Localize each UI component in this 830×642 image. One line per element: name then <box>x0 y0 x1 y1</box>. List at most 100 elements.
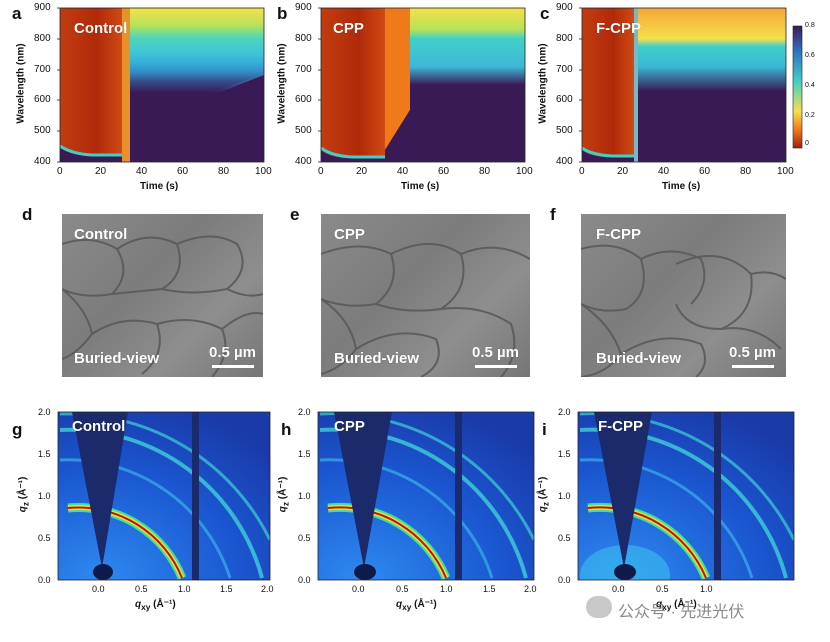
ytick: 2.0 <box>298 407 311 417</box>
ytick: 400 <box>556 156 573 167</box>
ytick: 0.5 <box>558 533 571 543</box>
heatmap-a <box>59 7 265 163</box>
ytick: 1.5 <box>38 449 51 459</box>
xtick: 0.5 <box>135 584 148 594</box>
xtick: 2.0 <box>524 584 537 594</box>
sem-f-scale-label: 0.5 µm <box>729 344 776 361</box>
heatmap-a-xlabel: Time (s) <box>140 181 179 192</box>
sem-grains-e <box>321 243 530 377</box>
giwaxs-g-ylabel: qz (Å⁻¹) <box>17 476 31 513</box>
sem-d-view: Buried-view <box>74 350 160 367</box>
ytick: 0.5 <box>38 533 51 543</box>
giwaxs-h <box>318 412 534 580</box>
giwaxs-g-label: Control <box>72 418 126 435</box>
xtick: 80 <box>218 166 230 177</box>
xtick: 1.0 <box>178 584 191 594</box>
giwaxs-i <box>578 412 794 580</box>
xtick: 1.0 <box>700 584 713 594</box>
xtick: 0.0 <box>352 584 365 594</box>
giwaxs-h-label: CPP <box>334 418 365 435</box>
ytick: 2.0 <box>558 407 571 417</box>
heatmap-b-xlabel: Time (s) <box>401 181 440 192</box>
xtick: 40 <box>658 166 670 177</box>
heatmap-a-label: Control <box>74 20 128 37</box>
xtick: 100 <box>516 166 533 177</box>
ytick: 2.0 <box>38 407 51 417</box>
giwaxs-g <box>58 412 270 580</box>
colorbar-tick: 0 <box>805 140 809 147</box>
xtick: 20 <box>95 166 107 177</box>
ytick: 800 <box>295 33 312 44</box>
ytick: 500 <box>295 125 312 136</box>
xtick: 20 <box>356 166 368 177</box>
heatmap-c <box>581 7 787 163</box>
panel-letter-g: g <box>12 420 23 439</box>
heatmap-b-label: CPP <box>333 20 364 37</box>
wechat-icon <box>586 596 612 618</box>
panel-letter-f: f <box>550 205 556 224</box>
sem-e-scale-label: 0.5 µm <box>472 344 519 361</box>
sem-d-scale-label: 0.5 µm <box>209 344 256 361</box>
ytick: 1.0 <box>298 491 311 501</box>
sem-d-label: Control <box>74 226 128 243</box>
giwaxs-i-xlabel: qxy (Å⁻¹) <box>656 599 697 612</box>
ytick: 0.5 <box>298 533 311 543</box>
ytick: 0.0 <box>38 575 51 585</box>
heatmap-b <box>320 7 526 163</box>
xtick: 80 <box>740 166 752 177</box>
colorbar-tick: 0.2 <box>805 112 815 119</box>
ytick: 900 <box>34 2 51 13</box>
panel-letter-e: e <box>290 205 300 224</box>
ytick: 500 <box>556 125 573 136</box>
colorbar-tick: 0.6 <box>805 52 815 59</box>
xtick: 100 <box>255 166 272 177</box>
panel-letter-b: b <box>277 4 288 23</box>
xtick: 1.5 <box>220 584 233 594</box>
xtick: 40 <box>136 166 148 177</box>
xtick: 20 <box>617 166 629 177</box>
giwaxs-i-ylabel: qz (Å⁻¹) <box>537 476 551 513</box>
ytick: 600 <box>34 94 51 105</box>
sem-e-label: CPP <box>334 226 365 243</box>
sem-f-scale-bar <box>732 365 774 368</box>
ytick: 0.0 <box>298 575 311 585</box>
heatmap-c-xlabel: Time (s) <box>662 181 701 192</box>
ytick: 1.5 <box>558 449 571 459</box>
xtick: 0.0 <box>612 584 625 594</box>
xtick: 0 <box>318 166 324 177</box>
ytick: 400 <box>34 156 51 167</box>
xtick: 80 <box>479 166 491 177</box>
ytick: 700 <box>295 64 312 75</box>
panel-letter-a: a <box>12 4 22 23</box>
xtick: 0 <box>579 166 585 177</box>
ytick: 1.5 <box>298 449 311 459</box>
ytick: 900 <box>295 2 312 13</box>
giwaxs-h-xlabel: qxy (Å⁻¹) <box>396 599 437 612</box>
panel-letter-d: d <box>22 205 33 224</box>
ytick: 600 <box>295 94 312 105</box>
xtick: 0.5 <box>396 584 409 594</box>
sem-image-e <box>321 214 530 377</box>
ytick: 500 <box>34 125 51 136</box>
xtick: 40 <box>397 166 409 177</box>
ytick: 1.0 <box>558 491 571 501</box>
ytick: 800 <box>556 33 573 44</box>
ytick: 0.0 <box>558 575 571 585</box>
xtick: 100 <box>777 166 794 177</box>
colorbar <box>792 25 803 149</box>
colorbar-tick: 0.8 <box>805 22 815 29</box>
ytick: 600 <box>556 94 573 105</box>
sem-e-view: Buried-view <box>334 350 420 367</box>
ytick: 700 <box>556 64 573 75</box>
sem-image-d <box>62 214 263 377</box>
row1-heatmaps <box>57 7 803 163</box>
heatmap-b-ylabel: Wavelength (nm) <box>276 43 288 124</box>
ytick: 900 <box>556 2 573 13</box>
xtick: 1.5 <box>483 584 496 594</box>
sem-e-scale-bar <box>475 365 517 368</box>
panel-letter-h: h <box>281 420 292 439</box>
heatmap-a-ylabel: Wavelength (nm) <box>15 43 27 124</box>
row3-giwaxs <box>57 411 795 581</box>
giwaxs-g-xlabel: qxy (Å⁻¹) <box>135 599 176 612</box>
panel-letter-i: i <box>542 420 547 439</box>
